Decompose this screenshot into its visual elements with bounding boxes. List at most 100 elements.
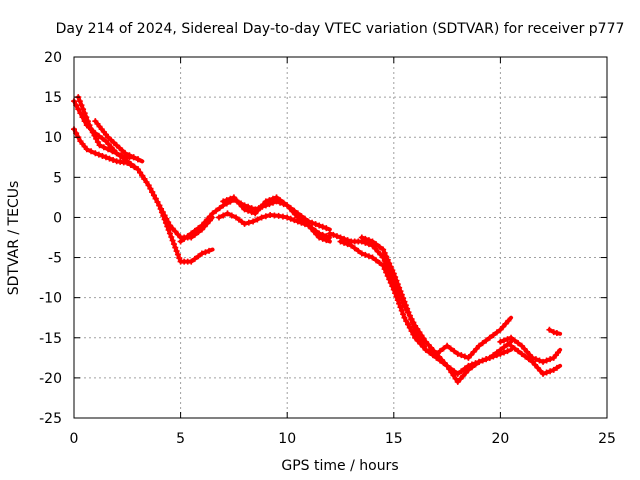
data-point: [258, 214, 265, 221]
data-point: [160, 212, 167, 219]
data-point: [241, 206, 248, 213]
data-point: [284, 214, 291, 221]
data-point: [392, 290, 399, 297]
data-point: [287, 215, 294, 222]
data-point: [105, 146, 112, 153]
data-point: [396, 300, 403, 307]
data-point: [515, 340, 522, 347]
data-point: [376, 243, 383, 250]
data-point: [224, 210, 231, 217]
data-point: [397, 304, 404, 311]
x-tick-label: 10: [278, 431, 296, 447]
data-point: [162, 219, 169, 226]
data-point: [358, 234, 365, 241]
data-point: [550, 329, 557, 336]
data-point: [447, 345, 454, 352]
data-point: [266, 197, 273, 204]
data-point: [426, 349, 433, 356]
data-point: [446, 366, 453, 373]
data-point: [404, 305, 411, 312]
data-point: [245, 219, 252, 226]
data-point: [387, 263, 394, 270]
data-point: [508, 342, 515, 349]
data-point: [451, 348, 458, 355]
data-point: [241, 220, 248, 227]
data-point: [444, 362, 451, 369]
data-point: [422, 346, 429, 353]
data-point: [502, 320, 509, 327]
data-point: [88, 126, 95, 133]
data-point: [161, 216, 168, 223]
data-point: [429, 352, 436, 359]
data-point: [110, 156, 117, 163]
data-point: [176, 255, 183, 262]
data-point: [405, 321, 412, 328]
data-point: [305, 222, 312, 229]
data-point: [277, 197, 284, 204]
data-point: [465, 366, 472, 373]
series-track-4: [92, 118, 145, 164]
data-point: [149, 189, 156, 196]
data-point: [333, 233, 340, 240]
data-point: [191, 227, 198, 234]
data-point: [248, 209, 255, 216]
data-point: [369, 238, 376, 245]
data-point: [543, 369, 550, 376]
y-tick-label: -10: [39, 291, 62, 307]
data-point: [215, 214, 222, 221]
data-point: [81, 110, 88, 117]
data-point: [99, 135, 106, 142]
data-point: [131, 164, 138, 171]
data-point: [301, 219, 308, 226]
data-point: [421, 343, 428, 350]
data-point: [398, 291, 405, 298]
data-point: [86, 122, 93, 129]
data-point: [458, 368, 465, 375]
data-point: [177, 238, 184, 245]
data-point: [122, 150, 129, 157]
data-point: [406, 312, 413, 319]
data-point: [415, 333, 422, 340]
data-point: [540, 358, 547, 365]
data-point: [536, 357, 543, 364]
data-point: [150, 192, 157, 199]
data-point: [405, 309, 412, 316]
data-point: [323, 225, 330, 232]
data-point: [369, 254, 376, 261]
data-point: [181, 235, 188, 242]
ticks: 0 5 10 15 20 25 20 15 10 5 0 -5 -10 -15 -20 -25: [39, 50, 616, 447]
data-point: [252, 210, 259, 217]
data-point: [139, 172, 146, 179]
data-point: [195, 225, 202, 232]
data-point: [529, 354, 536, 361]
data-point: [89, 129, 96, 136]
data-point: [174, 251, 181, 258]
data-point: [468, 364, 475, 371]
data-point: [184, 233, 191, 240]
data-point: [216, 205, 223, 212]
data-point: [204, 216, 211, 223]
data-point: [401, 298, 408, 305]
y-tick-label: 5: [53, 170, 62, 186]
data-point: [537, 367, 544, 374]
data-point: [465, 354, 472, 361]
data-point: [490, 332, 497, 339]
data-point: [96, 142, 103, 149]
data-point: [377, 251, 384, 258]
data-point: [355, 247, 362, 254]
data-point: [106, 155, 113, 162]
data-point: [406, 324, 413, 331]
y-tick-label: -20: [39, 371, 62, 387]
data-point: [102, 138, 109, 145]
data-point: [156, 202, 163, 209]
series-track-11: [508, 342, 563, 377]
data-point: [284, 202, 291, 209]
data-point: [134, 156, 141, 163]
data-point: [374, 248, 381, 255]
data-point: [308, 225, 315, 232]
data-point: [191, 255, 198, 262]
x-tick-label: 15: [385, 431, 403, 447]
data-point: [94, 139, 101, 146]
data-point: [309, 219, 316, 226]
data-point: [83, 146, 90, 153]
